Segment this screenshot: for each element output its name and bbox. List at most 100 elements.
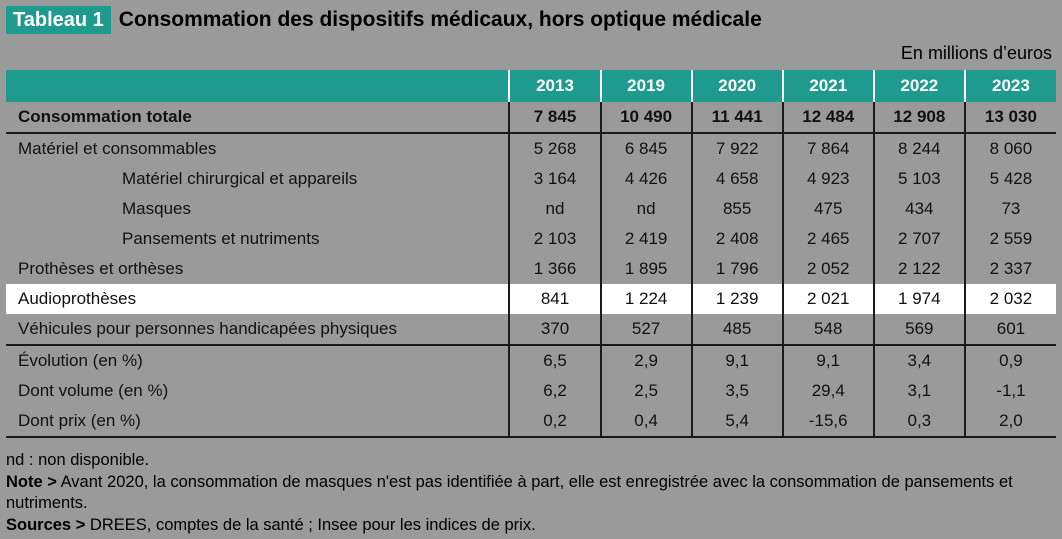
table-cell: 4 426 (599, 164, 692, 194)
table-cell: 6,2 (508, 376, 601, 406)
table-cell: 1 224 (599, 284, 692, 314)
row-label: Audioprothèses (6, 284, 510, 314)
table-cell: nd (508, 194, 601, 224)
table-row: Masques nd nd 855 475 434 73 (6, 194, 1056, 224)
unit-label: En millions d’euros (900, 43, 1052, 63)
sources-text: DREES, comptes de la santé ; Insee pour … (85, 515, 536, 534)
table-cell: 0,9 (963, 344, 1056, 376)
table-cell: 4 923 (781, 164, 874, 194)
table-cell: 5,4 (690, 406, 783, 438)
table-cell: 0,3 (872, 406, 965, 438)
table-row: Pansements et nutriments 2 103 2 419 2 4… (6, 224, 1056, 254)
table-cell: 3 164 (508, 164, 601, 194)
table-cell: 548 (781, 314, 874, 345)
row-label: Évolution (en %) (6, 344, 510, 376)
table-cell: 2 032 (963, 284, 1056, 314)
table-cell: 9,1 (690, 344, 783, 376)
table-cell: 8 060 (963, 133, 1056, 164)
data-table: 2013 2019 2020 2021 2022 2023 Consommati… (6, 70, 1056, 438)
note-label: Note > (6, 472, 57, 491)
table-cell: 2 122 (872, 254, 965, 284)
table-cell: 73 (963, 194, 1056, 224)
table-cell: 2 021 (781, 284, 874, 314)
table-cell: 2 419 (599, 224, 692, 254)
table-cell: 12 484 (781, 102, 874, 134)
row-label: Dont volume (en %) (18, 381, 169, 400)
table-cell: 11 441 (690, 102, 783, 134)
table-cell: 1 796 (690, 254, 783, 284)
table-cell: 10 490 (599, 102, 692, 134)
table-cell: 601 (963, 314, 1056, 345)
table-cell: 2 103 (508, 224, 601, 254)
table-row: Véhicules pour personnes handicapées phy… (6, 314, 1056, 345)
header-year: 2013 (508, 70, 601, 102)
note-paragraph: Note > Avant 2020, la consommation de ma… (6, 472, 1056, 515)
table-cell: 0,4 (599, 406, 692, 438)
table-title: Consommation des dispositifs médicaux, h… (118, 8, 762, 31)
table-title-row: Tableau 1 Consommation des dispositifs m… (6, 6, 762, 34)
table-cell: 0,2 (508, 406, 601, 438)
table-cell: 475 (781, 194, 874, 224)
table-cell: 7 922 (690, 133, 783, 164)
sources-label: Sources > (6, 515, 86, 534)
table-cell: 9,1 (781, 344, 874, 376)
table-cell: 569 (872, 314, 965, 345)
header-year: 2020 (690, 70, 783, 102)
table-cell: 2,5 (599, 376, 692, 406)
header-year: 2023 (963, 70, 1056, 102)
row-label: Prothèses et orthèses (18, 259, 184, 278)
table-cell: 434 (872, 194, 965, 224)
table-row: Évolution (en %) 6,5 2,9 9,1 9,1 3,4 0,9 (6, 344, 1056, 376)
note-text: Avant 2020, la consommation de masques n… (6, 472, 1013, 513)
table-cell: 841 (508, 284, 601, 314)
row-label: Dont prix (en %) (6, 406, 510, 438)
table-cell: 2 337 (963, 254, 1056, 284)
table-cell: 7 845 (508, 102, 601, 134)
sources-paragraph: Sources > DREES, comptes de la santé ; I… (6, 515, 1056, 537)
row-label: Pansements et nutriments (122, 229, 320, 248)
table-cell: 2 408 (690, 224, 783, 254)
header-blank-cell (6, 70, 510, 102)
row-label: Matériel chirurgical et appareils (122, 169, 358, 188)
header-row: 2013 2019 2020 2021 2022 2023 (6, 70, 1056, 102)
table-cell: 29,4 (781, 376, 874, 406)
table-cell: 2 052 (781, 254, 874, 284)
table-cell: 1 895 (599, 254, 692, 284)
table-notes: nd : non disponible. Note > Avant 2020, … (6, 450, 1056, 536)
table-cell: 485 (690, 314, 783, 345)
table-cell: 3,5 (690, 376, 783, 406)
row-label: Véhicules pour personnes handicapées phy… (18, 319, 397, 338)
table-cell: 12 908 (872, 102, 965, 134)
table-cell: 6 845 (599, 133, 692, 164)
table-cell: -15,6 (781, 406, 874, 438)
table-cell: 5 103 (872, 164, 965, 194)
table-cell: 2 465 (781, 224, 874, 254)
table-cell: 3,4 (872, 344, 965, 376)
table-cell: 3,1 (872, 376, 965, 406)
nd-note: nd : non disponible. (6, 451, 150, 469)
table-row: Consommation totale 7 845 10 490 11 441 … (6, 102, 1056, 134)
table-cell: 1 974 (872, 284, 965, 314)
table-cell: 5 428 (963, 164, 1056, 194)
table-cell: 855 (690, 194, 783, 224)
table-row-highlighted: Audioprothèses 841 1 224 1 239 2 021 1 9… (6, 284, 1056, 314)
table-cell: 2,9 (599, 344, 692, 376)
table-cell: 1 239 (690, 284, 783, 314)
table-cell: -1,1 (963, 376, 1056, 406)
table-cell: 7 864 (781, 133, 874, 164)
table-cell: 2 707 (872, 224, 965, 254)
table-row: Prothèses et orthèses 1 366 1 895 1 796 … (6, 254, 1056, 284)
table-cell: 6,5 (508, 344, 601, 376)
table-cell: 2,0 (963, 406, 1056, 438)
row-label: Matériel et consommables (18, 139, 217, 158)
table-number-tag: Tableau 1 (6, 6, 111, 34)
table-cell: 1 366 (508, 254, 601, 284)
table-row: Dont prix (en %) 0,2 0,4 5,4 -15,6 0,3 2… (6, 406, 1056, 438)
table-row: Matériel chirurgical et appareils 3 164 … (6, 164, 1056, 194)
table-cell: 2 559 (963, 224, 1056, 254)
table-cell: 370 (508, 314, 601, 345)
table-row: Dont volume (en %) 6,2 2,5 3,5 29,4 3,1 … (6, 376, 1056, 406)
table-cell: nd (599, 194, 692, 224)
header-year: 2021 (781, 70, 874, 102)
header-year: 2019 (599, 70, 692, 102)
